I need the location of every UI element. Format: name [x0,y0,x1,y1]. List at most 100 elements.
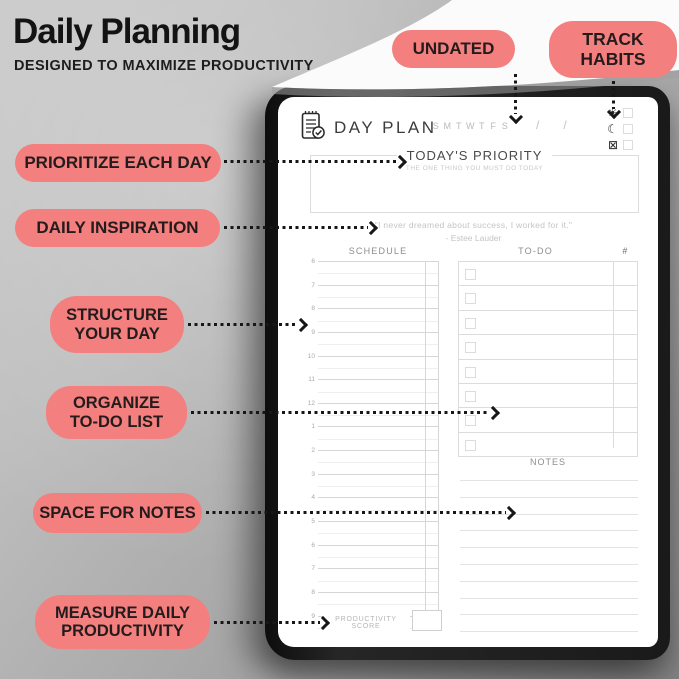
todo-row[interactable] [459,262,637,287]
todo-row[interactable] [459,286,637,311]
half-hour-line [318,367,438,369]
x-box-icon: ⊠ [607,138,618,152]
todo-row[interactable] [459,360,637,384]
schedule-hour-row[interactable]: 1 [311,423,438,450]
note-line[interactable] [460,496,638,514]
schedule-hour-row[interactable]: 8 [311,589,438,616]
todo-checkbox[interactable] [465,269,476,280]
todo-row[interactable] [459,335,637,360]
clipboard-check-icon [301,111,325,139]
todo-header: TO-DO [518,246,553,256]
schedule-hour-row[interactable]: 10 [308,353,438,380]
half-hour-line [318,320,438,322]
day-initial[interactable]: F [490,121,497,131]
arrow-inspiration-to-quote [224,226,368,229]
priority-subtitle: THE ONE THING YOU MUST DO TODAY [405,165,544,172]
schedule-grid[interactable]: 6 7 8 9 10 11 12 1 2 3 [308,258,438,639]
date-slash: / [563,118,567,132]
day-initial[interactable]: T [479,121,485,131]
productivity-score-label: PRODUCTIVITY SCORE [322,616,410,630]
schedule-hour-row[interactable]: 6 [311,542,438,569]
callout-daily-inspiration: DAILY INSPIRATION [15,209,220,247]
schedule-hour-row[interactable]: 2 [311,447,438,474]
evening-habit-checkbox[interactable] [623,124,633,134]
schedule-hour-row[interactable]: 5 [311,518,438,545]
schedule-hour-row[interactable]: 3 [311,471,438,498]
note-line[interactable] [460,631,638,648]
half-hour-line [318,296,438,298]
schedule-hour-row[interactable]: 9 [311,329,438,356]
arrow-structure-to-schedule [188,323,298,326]
note-line[interactable] [460,580,638,598]
date-slash: / [536,118,540,132]
schedule-header: SCHEDULE [348,246,408,256]
arrow-measure-to-score [214,621,320,624]
todo-checkbox[interactable] [465,366,476,378]
hour-label: 6 [311,541,315,549]
hour-label: 4 [311,494,315,502]
todo-row[interactable] [459,311,637,336]
hour-label: 11 [308,376,315,384]
todo-checkbox[interactable] [465,317,476,329]
hour-label: 6 [311,258,315,265]
schedule-hour-row[interactable]: 12 [308,400,438,427]
skip-habit-checkbox[interactable] [623,140,633,150]
hour-label: 10 [307,352,315,360]
todo-checkbox[interactable] [465,390,476,402]
half-hour-line [318,391,438,393]
schedule-hour-row[interactable]: 7 [311,282,438,309]
todays-priority-box[interactable]: TODAY'S PRIORITY THE ONE THING YOU MUST … [310,148,639,213]
habit-tracker: ☀ ☾ ⊠ [599,105,633,153]
hour-label: 9 [311,328,315,336]
day-initial[interactable]: T [456,121,462,131]
arrow-undated-to-days [514,74,517,114]
note-line[interactable] [460,513,638,531]
hour-label: 9 [311,612,315,620]
date-field[interactable]: / / [536,118,567,132]
hour-label: 8 [311,588,315,596]
schedule-hour-row[interactable]: 8 [311,305,438,332]
note-line[interactable] [460,597,638,615]
todo-checkbox[interactable] [465,415,476,427]
note-line[interactable] [460,530,638,547]
half-hour-line [318,438,438,440]
notes-lines[interactable] [460,480,638,648]
todo-number-column-divider [613,262,614,448]
productivity-score-box[interactable] [412,610,442,631]
day-initial[interactable]: M [443,121,452,131]
todo-row[interactable] [459,384,637,409]
callout-structure-your-day: STRUCTURE YOUR DAY [50,296,184,353]
morning-habit-checkbox[interactable] [623,108,633,118]
note-line[interactable] [460,614,638,631]
half-hour-line [318,273,438,275]
half-hour-line [318,533,438,535]
todo-checkbox[interactable] [465,293,476,305]
todo-checkbox[interactable] [465,342,476,354]
day-initial[interactable]: S [501,121,508,131]
schedule-right-edge [438,261,439,612]
arrow-track-habits-to-icons [612,81,615,109]
hour-label: 8 [311,305,315,313]
schedule-hour-row[interactable]: 7 [311,565,438,592]
notes-header: NOTES [529,457,566,467]
schedule-hour-row[interactable]: 4 [311,494,438,521]
note-line[interactable] [460,563,638,581]
todo-row[interactable] [459,408,637,433]
skip-habit-row: ⊠ [599,137,633,153]
priority-title: TODAY'S PRIORITY [396,148,553,163]
day-initial[interactable]: W [466,121,475,131]
hour-label: 7 [311,281,315,289]
note-line[interactable] [460,547,638,564]
schedule-hour-row[interactable]: 6 [311,258,438,285]
hour-label: 7 [311,565,315,573]
todo-list[interactable] [458,261,638,458]
day-initial[interactable]: S [432,121,439,131]
todo-checkbox[interactable] [465,439,476,451]
todo-row[interactable] [459,433,637,456]
schedule-divider [425,261,426,612]
note-line[interactable] [460,480,638,497]
schedule-hour-row[interactable]: 11 [308,376,438,403]
quote-author: - Estee Lauder [445,233,502,243]
